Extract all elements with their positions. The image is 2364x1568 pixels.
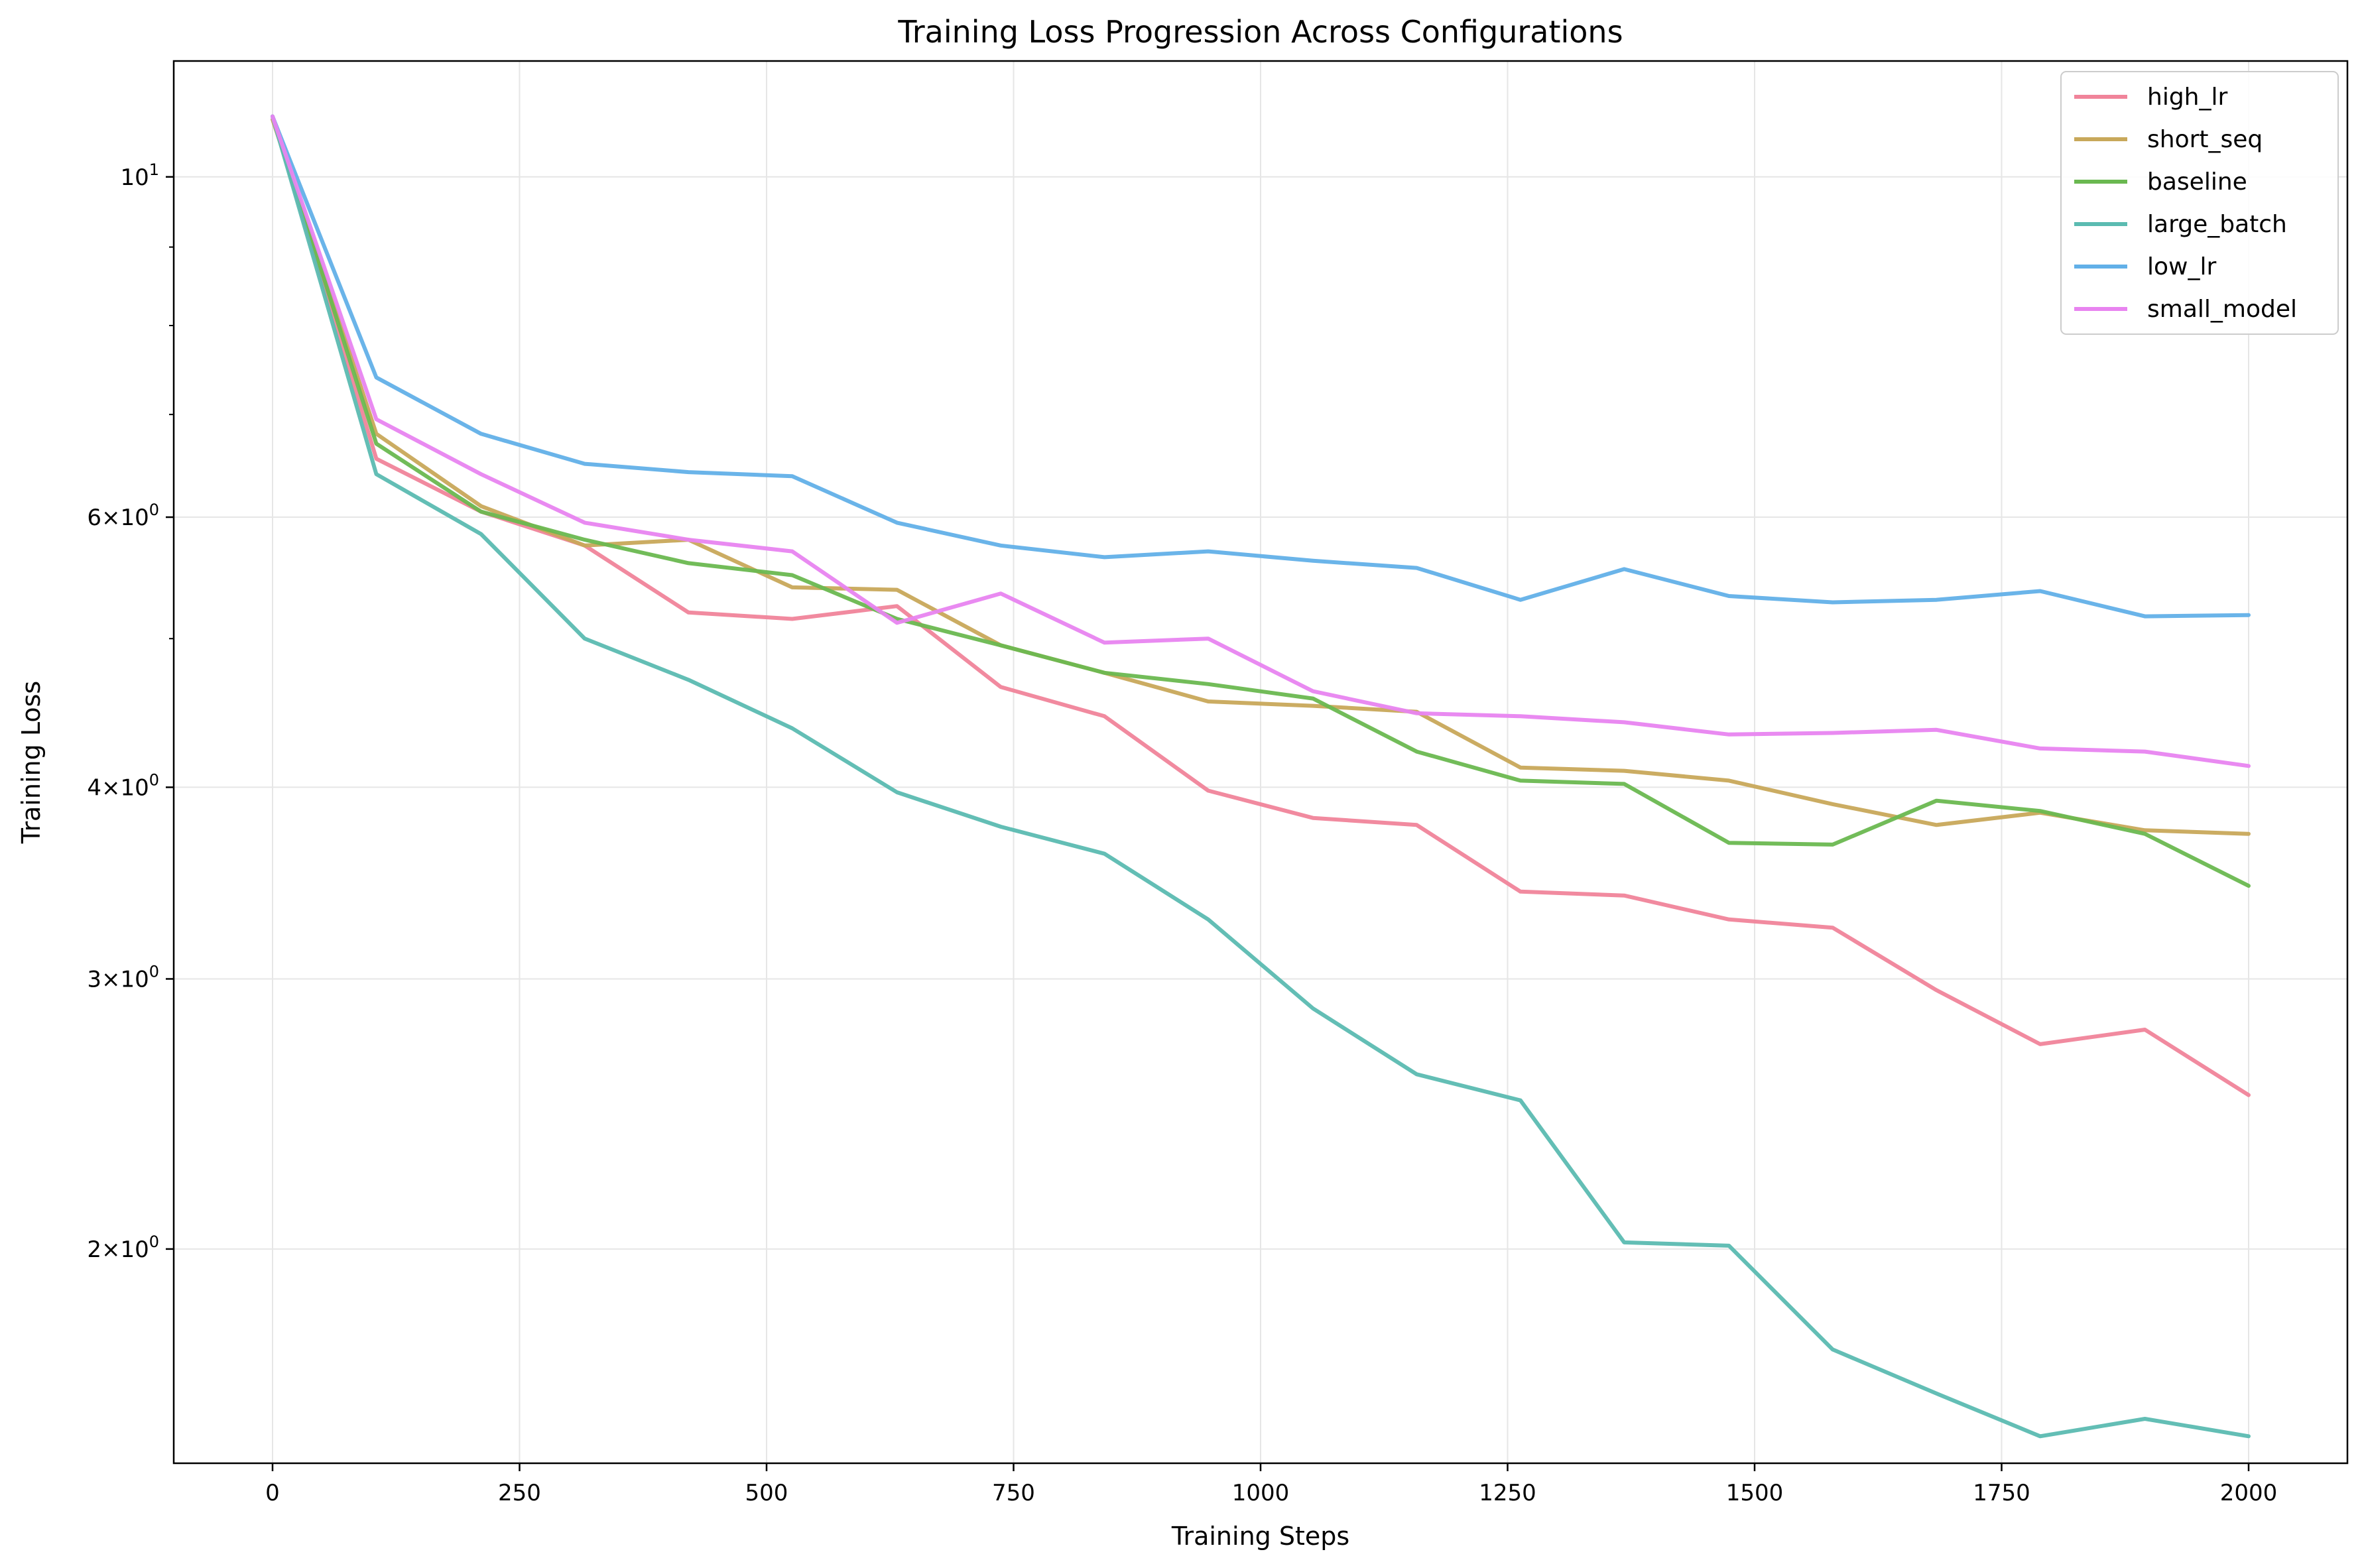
x-tick-label: 1000 — [1232, 1480, 1290, 1506]
series-line-low-lr — [271, 114, 2251, 619]
legend-label: small_model — [2147, 296, 2297, 323]
y-tick-label: 4×100 — [87, 770, 159, 801]
series-lines — [271, 114, 2251, 1439]
x-tick-label: 2000 — [2220, 1480, 2278, 1506]
x-tick-label: 1750 — [1973, 1480, 2030, 1506]
series-line-baseline — [271, 114, 2251, 888]
series-line-small-model — [271, 114, 2251, 768]
x-tick-label: 1250 — [1479, 1480, 1536, 1506]
legend-label: baseline — [2147, 168, 2247, 196]
y-tick-label: 2×100 — [87, 1233, 159, 1263]
axis-ticks: 0 250 500 750 1000 1250 1500 1750 2000 2×100 3×100… — [87, 160, 2277, 1506]
series-line-high-lr — [271, 114, 2251, 1097]
legend-box — [2060, 71, 2339, 335]
legend-label: short_seq — [2147, 126, 2263, 153]
x-tick-label: 1500 — [1726, 1480, 1784, 1506]
series-line-large-batch — [271, 114, 2251, 1439]
x-tick-label: 250 — [498, 1480, 541, 1506]
y-axis-label: Training Loss — [17, 681, 46, 844]
legend: high_lr short_seq baseline large_batch low_l… — [2060, 71, 2339, 335]
y-tick-label: 101 — [120, 160, 159, 191]
legend-label: large_batch — [2147, 211, 2287, 238]
legend-label: low_lr — [2147, 253, 2216, 280]
x-tick-label: 500 — [745, 1480, 788, 1506]
y-tick-label: 6×100 — [87, 501, 159, 531]
legend-label: high_lr — [2147, 84, 2227, 111]
x-axis-label: Training Steps — [1171, 1522, 1349, 1551]
chart-title: Training Loss Progression Across Configu… — [897, 14, 1623, 50]
x-tick-label: 0 — [265, 1480, 280, 1506]
y-tick-label: 3×100 — [87, 962, 159, 993]
x-tick-label: 750 — [992, 1480, 1035, 1506]
